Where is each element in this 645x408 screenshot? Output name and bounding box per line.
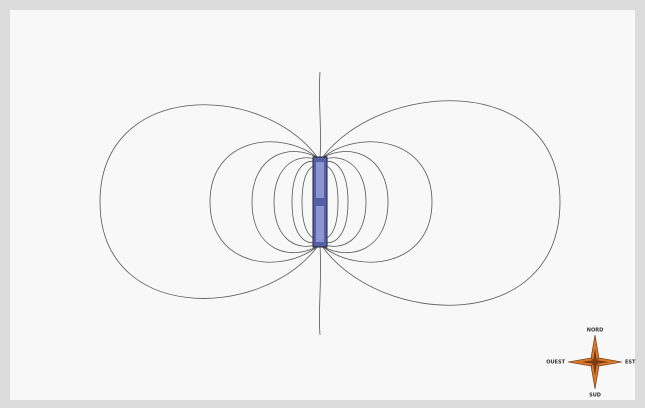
axis-line — [319, 71, 321, 336]
field-line — [273, 157, 319, 247]
field-line — [291, 160, 319, 244]
field-line — [301, 164, 319, 240]
compass-rose: NORD EST SUD OUEST — [546, 328, 636, 399]
field-line — [321, 157, 367, 247]
compass-inner — [581, 348, 609, 376]
compass-west: OUEST — [546, 360, 565, 366]
magnet — [312, 156, 328, 248]
field-line — [321, 151, 389, 254]
field-line — [209, 141, 319, 263]
coil — [316, 206, 324, 242]
compass-east: EST — [625, 360, 636, 366]
compass-south: SUD — [589, 393, 601, 399]
field-line — [321, 160, 349, 244]
compass-north: NORD — [587, 328, 603, 334]
field-lines — [99, 71, 561, 336]
field-line — [251, 151, 319, 254]
field-line — [321, 164, 339, 240]
field-line — [99, 104, 319, 299]
coil — [316, 162, 324, 198]
field-line — [321, 100, 561, 306]
field-line — [321, 141, 433, 263]
